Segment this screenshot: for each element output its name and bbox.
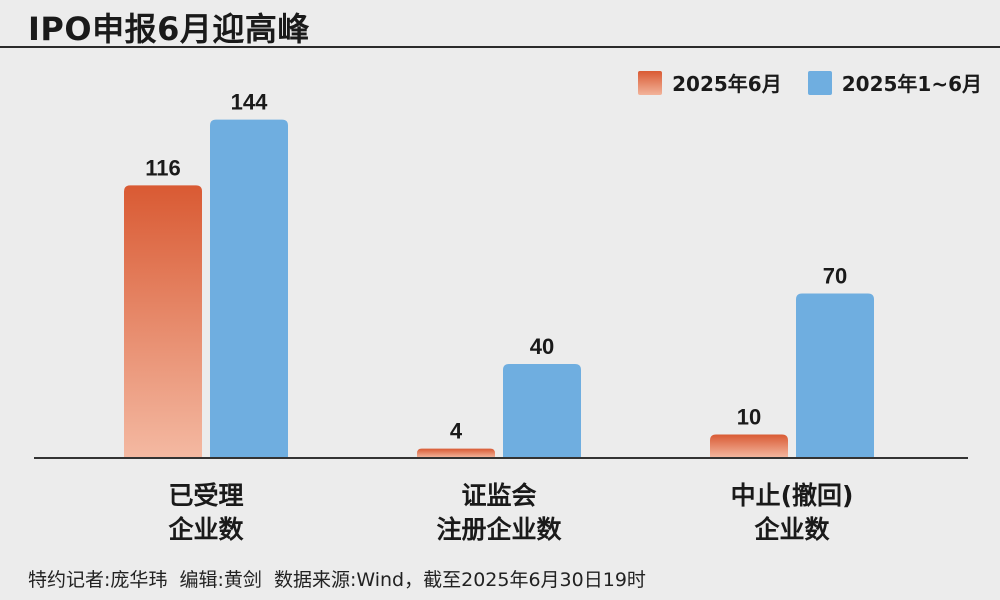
legend-swatch-series-a bbox=[638, 70, 663, 95]
legend-label-series-b: 2025年1~6月 bbox=[841, 72, 982, 96]
bar-series-a-category-3 bbox=[710, 434, 788, 458]
category-label-1-line-1: 已受理 bbox=[168, 481, 243, 510]
value-label-series-b-category-3: 70 bbox=[823, 264, 847, 289]
legend: 2025年6月 2025年1~6月 bbox=[638, 68, 982, 97]
category-label-3-line-1: 中止(撤回) bbox=[731, 481, 854, 510]
bar-series-b-category-1 bbox=[210, 119, 288, 458]
chart-title: IPO申报6月迎高峰 bbox=[28, 10, 310, 48]
legend-swatch-series-b bbox=[807, 70, 832, 95]
category-label-2-line-2: 注册企业数 bbox=[436, 515, 562, 544]
legend-item-series-b: 2025年1~6月 bbox=[807, 68, 982, 97]
legend-label-series-a: 2025年6月 bbox=[672, 72, 782, 96]
value-label-series-b-category-1: 144 bbox=[231, 90, 268, 115]
bar-series-b-category-2 bbox=[503, 364, 581, 458]
value-label-series-a-category-3: 10 bbox=[737, 405, 761, 430]
category-label-1-line-2: 企业数 bbox=[168, 515, 244, 544]
title-divider bbox=[0, 46, 1000, 48]
bar-series-b-category-3 bbox=[796, 293, 874, 458]
legend-item-series-a: 2025年6月 bbox=[638, 68, 782, 97]
value-label-series-a-category-2: 4 bbox=[450, 419, 463, 444]
value-label-series-a-category-1: 116 bbox=[145, 155, 181, 180]
value-label-series-b-category-2: 40 bbox=[530, 334, 554, 359]
source-note: 特约记者:庞华玮 编辑:黄剑 数据来源:Wind，截至2025年6月30日19时 bbox=[28, 569, 646, 591]
bar-series-a-category-1 bbox=[124, 185, 202, 458]
bar-series-a-category-2 bbox=[417, 448, 495, 458]
category-label-2-line-1: 证监会 bbox=[461, 481, 536, 510]
category-label-3-line-2: 企业数 bbox=[754, 515, 830, 544]
